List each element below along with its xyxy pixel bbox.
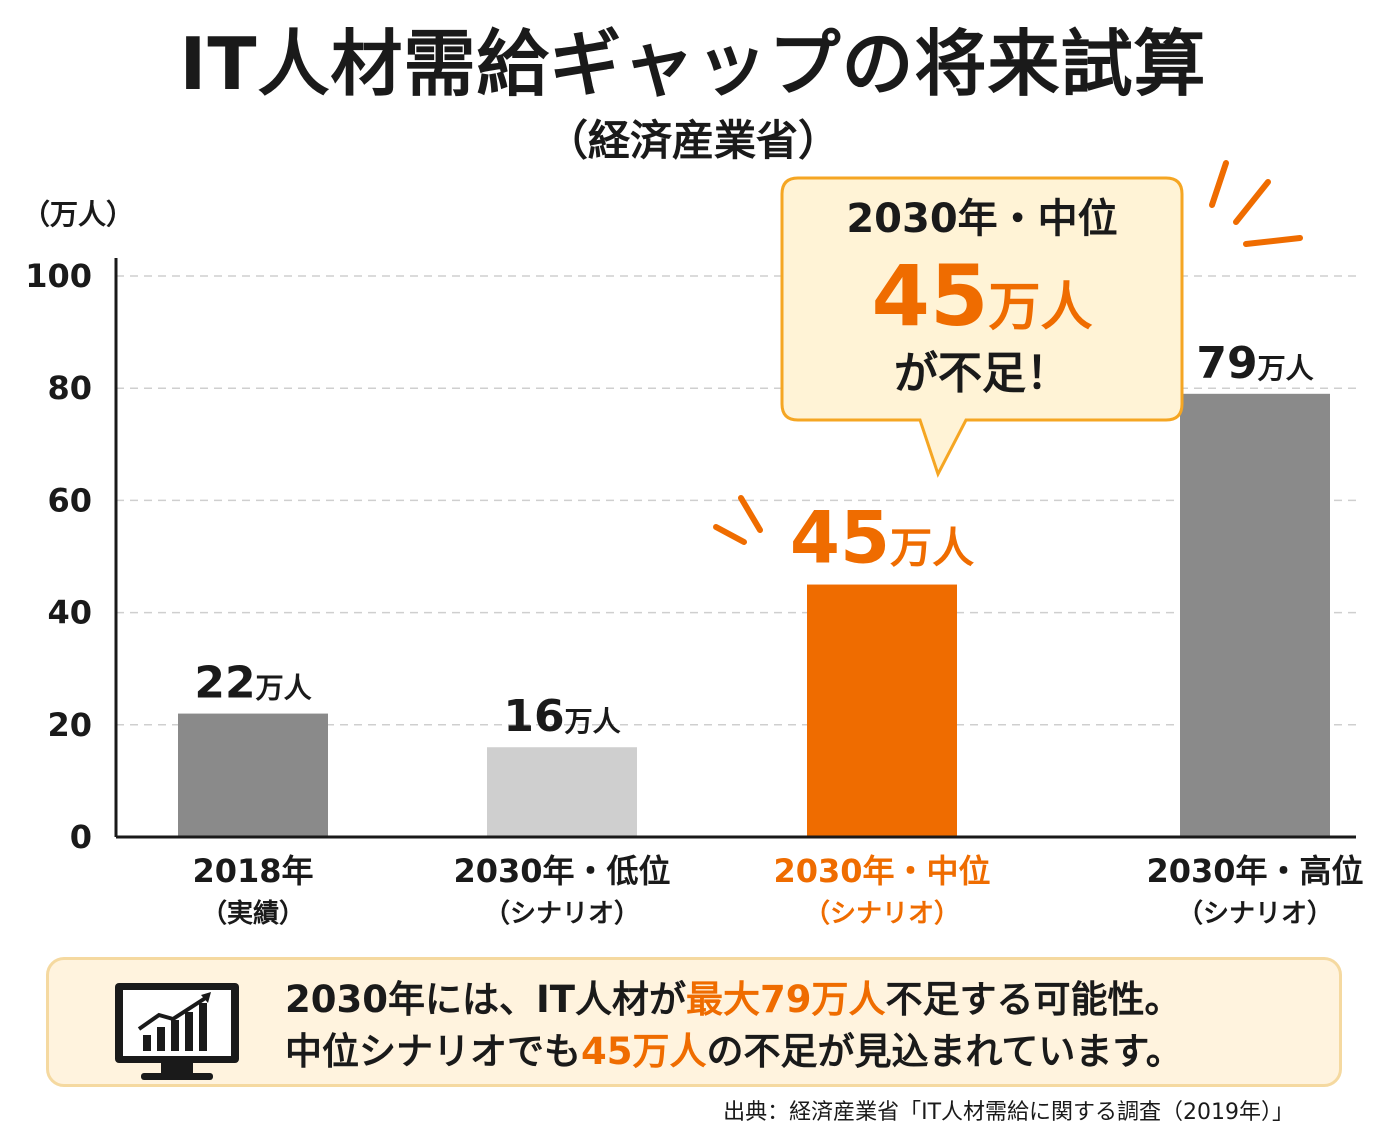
summary-line-1-prefix: 2030年には、IT人材が xyxy=(285,978,686,1021)
summary-box: 2030年には、IT人材が最大79万人不足する可能性。 中位シナリオでも45万人… xyxy=(46,957,1342,1087)
y-tick-label: 80 xyxy=(47,369,92,407)
bars xyxy=(178,393,1330,837)
bar-value-labels: 22万人 16万人 45万人 79万人 xyxy=(194,338,1313,742)
summary-line-2-suffix: の不足が見込まれています。 xyxy=(706,1030,1183,1073)
bar xyxy=(178,713,328,837)
bar-value-label: 79万人 xyxy=(1196,338,1313,389)
bar xyxy=(1180,393,1330,837)
bar xyxy=(807,584,957,837)
x-category-label: 2018年 xyxy=(192,852,313,890)
summary-line-1-suffix: 不足する可能性。 xyxy=(885,978,1182,1021)
source-citation: 出典：経済産業省「IT人材需給に関する調査（2019年）」 xyxy=(723,1100,1294,1125)
y-tick-label: 60 xyxy=(47,481,92,519)
bar xyxy=(487,747,637,837)
callout-bubble xyxy=(780,176,1184,478)
summary-line-2-highlight: 45万人 xyxy=(581,1030,707,1073)
monitor-chart-icon xyxy=(115,983,239,1080)
chart-title: IT人材需給ギャップの将来試算 xyxy=(179,22,1207,106)
x-category-sublabel: （シナリオ） xyxy=(1177,899,1333,929)
x-category-label: 2030年・低位 xyxy=(453,852,670,890)
summary-line-1-highlight: 最大79万人 xyxy=(685,978,886,1021)
x-category-sublabel: （実績） xyxy=(201,898,305,929)
x-category-sublabel: （シナリオ） xyxy=(484,899,640,929)
burst-lines-mid-icon xyxy=(713,495,763,545)
summary-line-2: 中位シナリオでも45万人の不足が見込まれています。 xyxy=(285,1028,1183,1076)
x-axis-labels: 2018年 （実績） 2030年・低位 （シナリオ） 2030年・中位 （シナリオ） 203… xyxy=(192,852,1363,929)
y-tick-label: 20 xyxy=(47,706,92,744)
y-tick-label: 0 xyxy=(70,818,92,856)
bar-chart: （万人） 0 20 40 60 80 100 22万人 16万人 45万人 79万人 2018年… xyxy=(22,160,1364,929)
y-tick-label: 40 xyxy=(47,594,92,632)
y-tick-label: 100 xyxy=(25,257,92,295)
burst-lines-top-icon xyxy=(1209,160,1303,247)
chart-subtitle: （経済産業省） xyxy=(545,116,840,165)
bar-value-label: 16万人 xyxy=(503,691,620,742)
y-axis-unit-label: （万人） xyxy=(22,198,134,231)
y-axis-ticks: 0 20 40 60 80 100 xyxy=(25,257,92,856)
x-category-label: 2030年・中位 xyxy=(773,852,990,890)
summary-line-2-prefix: 中位シナリオでも xyxy=(285,1030,581,1073)
bar-value-label: 22万人 xyxy=(194,658,311,709)
bar-value-label: 45万人 xyxy=(790,496,974,580)
grid-lines xyxy=(116,275,1356,726)
x-category-sublabel: （シナリオ） xyxy=(804,899,960,929)
summary-line-1: 2030年には、IT人材が最大79万人不足する可能性。 xyxy=(285,976,1181,1024)
x-category-label: 2030年・高位 xyxy=(1146,852,1363,890)
